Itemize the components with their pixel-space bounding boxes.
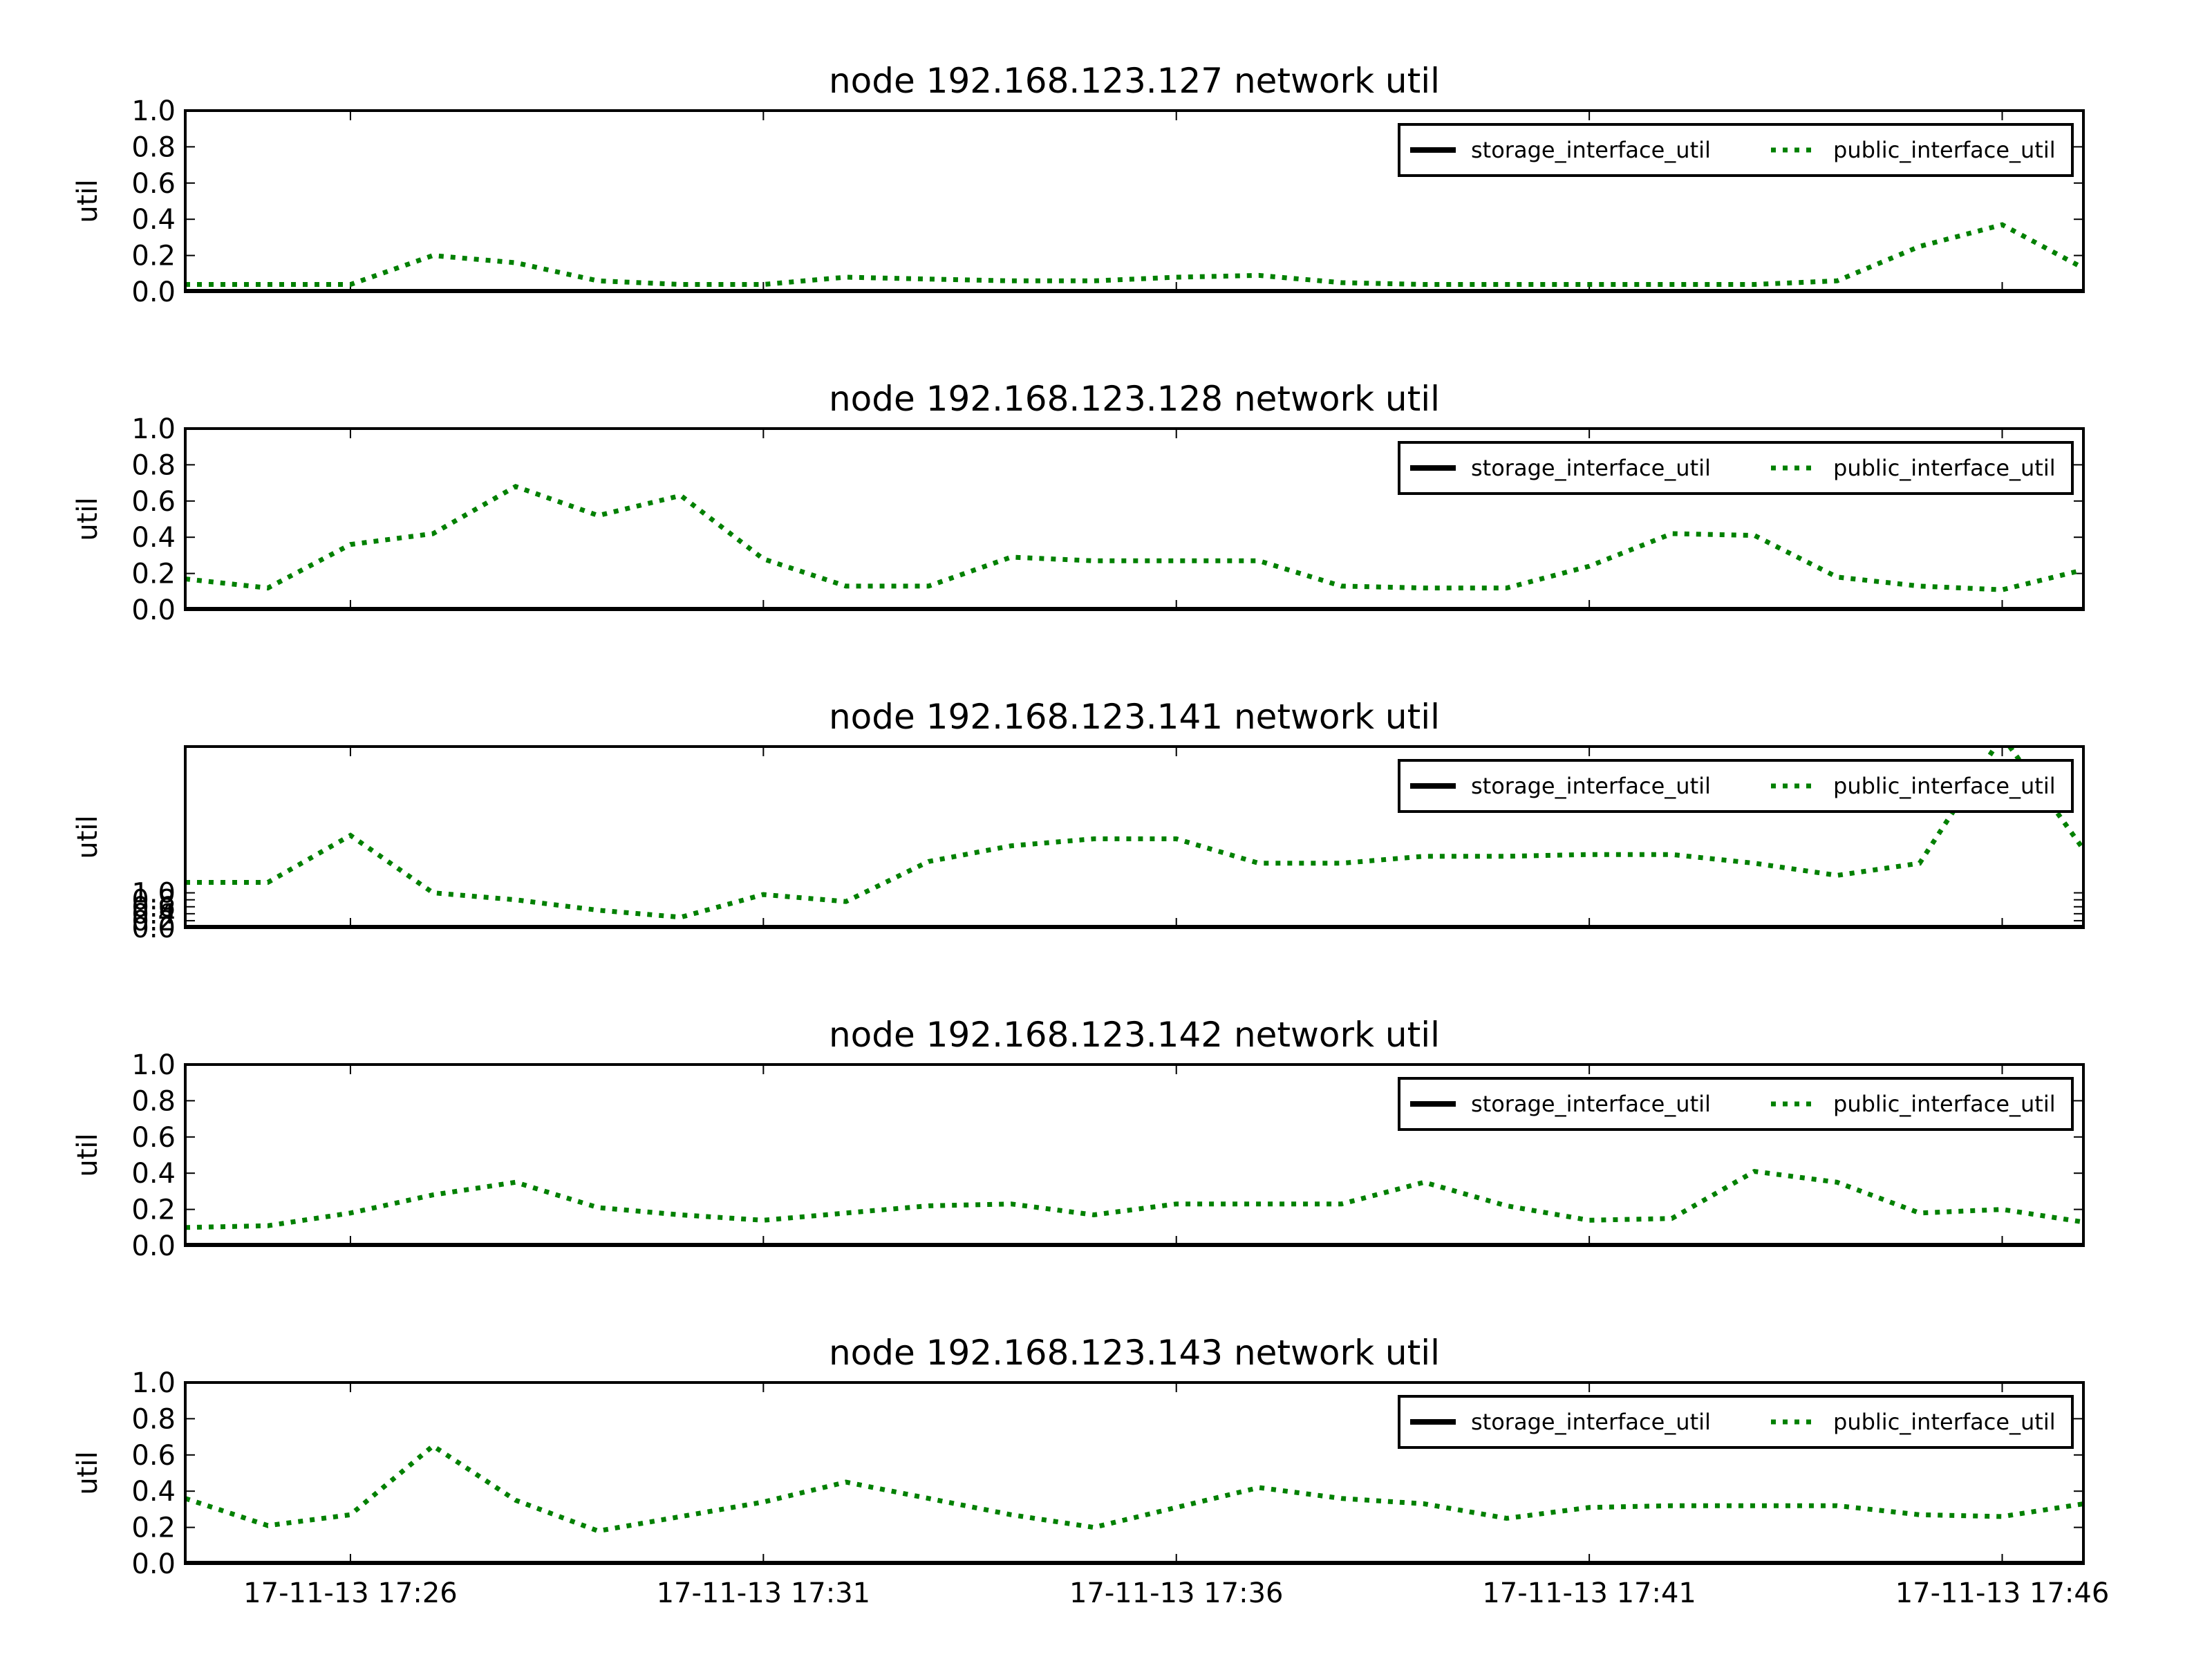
y-tick-label: 1.0 — [131, 878, 176, 910]
series-line-public-interface-util — [185, 1168, 2083, 1230]
legend: storage_interface_util public_interface_u… — [1398, 759, 2074, 813]
x-tick-label: 17-11-13 17:31 — [657, 1577, 871, 1609]
y-tick-label: 0.8 — [131, 131, 176, 163]
y-tick-label: 0.4 — [131, 899, 176, 930]
y-tick-label: 0.6 — [131, 1122, 176, 1154]
legend: storage_interface_util public_interface_u… — [1398, 123, 2074, 177]
y-axis-label: util — [72, 1133, 104, 1177]
legend: storage_interface_util public_interface_u… — [1398, 1395, 2074, 1449]
legend-label: storage_interface_util — [1471, 773, 1711, 799]
legend-label: public_interface_util — [1833, 137, 2056, 163]
y-tick-label: 0.6 — [131, 486, 176, 518]
series-line-public-interface-util — [185, 222, 2083, 287]
y-tick-label: 0.0 — [131, 1230, 176, 1262]
x-tick-label: 17-11-13 17:46 — [1895, 1577, 2110, 1609]
subplot-1: node 192.168.123.127 network util util 0.0… — [72, 61, 2085, 308]
x-tick-label: 17-11-13 17:41 — [1482, 1577, 1696, 1609]
y-tick-label: 0.2 — [131, 1194, 176, 1226]
y-tick-label: 0.2 — [131, 1512, 176, 1544]
y-tick-label: 0.4 — [131, 204, 176, 236]
y-tick-label: 0.2 — [131, 241, 176, 272]
y-tick-label: 0.0 — [131, 594, 176, 626]
legend-box — [1398, 123, 2074, 177]
y-tick-label: 0.0 — [131, 912, 176, 944]
y-tick-label: 0.4 — [131, 522, 176, 554]
subplot-title: node 192.168.123.143 network util — [829, 1333, 1440, 1373]
legend-box — [1398, 759, 2074, 813]
y-tick-label: 1.0 — [131, 413, 176, 445]
y-tick-label: 0.4 — [131, 1158, 176, 1190]
subplot-2: node 192.168.123.128 network util util 0.0… — [72, 379, 2085, 626]
plot-frame — [184, 109, 2085, 293]
plot-frame — [184, 427, 2085, 611]
legend: storage_interface_util public_interface_u… — [1398, 1077, 2074, 1131]
y-tick-label: 0.8 — [131, 449, 176, 481]
x-tick-label: 17-11-13 17:36 — [1069, 1577, 1284, 1609]
legend-label: storage_interface_util — [1471, 455, 1711, 481]
legend-box — [1398, 1077, 2074, 1131]
legend: storage_interface_util public_interface_u… — [1398, 441, 2074, 495]
subplot-title: node 192.168.123.141 network util — [829, 697, 1440, 737]
y-axis-label: util — [72, 497, 104, 541]
subplot-3: node 192.168.123.141 network util util 0.0… — [72, 697, 2085, 944]
y-tick-label: 0.4 — [131, 1476, 176, 1508]
y-axis-label: util — [72, 1451, 104, 1494]
y-tick-label: 0.8 — [131, 885, 176, 917]
legend-label: storage_interface_util — [1471, 137, 1711, 163]
subplot-title: node 192.168.123.142 network util — [829, 1015, 1440, 1055]
y-tick-label: 0.6 — [131, 1440, 176, 1472]
y-tick-label: 0.0 — [131, 1548, 176, 1580]
legend-label: public_interface_util — [1833, 455, 2056, 481]
y-tick-label: 1.0 — [131, 1367, 176, 1399]
legend-label: storage_interface_util — [1471, 1091, 1711, 1117]
subplot-4: node 192.168.123.142 network util util 0.0… — [72, 1015, 2085, 1262]
subplot-title: node 192.168.123.128 network util — [829, 379, 1440, 419]
legend-box — [1398, 441, 2074, 495]
y-tick-label: 1.0 — [131, 1049, 176, 1081]
subplot-5: node 192.168.123.143 network util util 0.0… — [72, 1333, 2109, 1609]
y-tick-label: 0.6 — [131, 168, 176, 200]
y-tick-label: 0.8 — [131, 1085, 176, 1117]
x-tick-label: 17-11-13 17:26 — [243, 1577, 458, 1609]
legend-box — [1398, 1395, 2074, 1449]
series-line-public-interface-util — [185, 1443, 2083, 1534]
y-axis-label: util — [72, 815, 104, 859]
y-axis-label: util — [72, 179, 104, 223]
plot-frame — [184, 745, 2085, 929]
y-tick-label: 0.8 — [131, 1403, 176, 1435]
legend-label: storage_interface_util — [1471, 1409, 1711, 1435]
legend-label: public_interface_util — [1833, 1409, 2056, 1435]
y-tick-label: 0.0 — [131, 276, 176, 308]
y-tick-label: 0.2 — [131, 906, 176, 937]
series-line-public-interface-util — [185, 747, 2083, 920]
y-tick-label: 0.2 — [131, 559, 176, 590]
y-tick-label: 0.6 — [131, 892, 176, 924]
plot-frame — [184, 1063, 2085, 1247]
legend-label: public_interface_util — [1833, 1091, 2056, 1117]
series-line-public-interface-util — [185, 483, 2083, 592]
plot-frame — [184, 1381, 2085, 1565]
legend-label: public_interface_util — [1833, 773, 2056, 799]
subplot-title: node 192.168.123.127 network util — [829, 61, 1440, 101]
y-tick-label: 1.0 — [131, 95, 176, 127]
